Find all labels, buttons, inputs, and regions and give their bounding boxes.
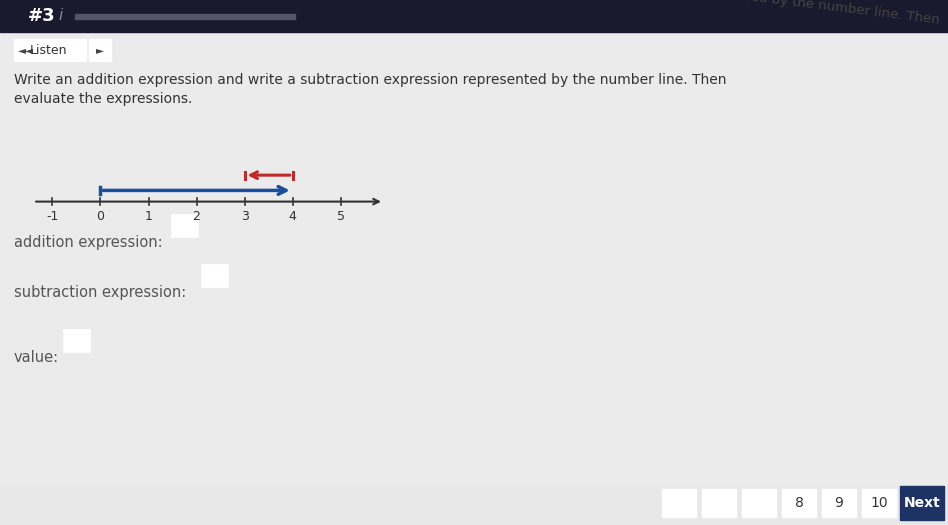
Bar <box>14 39 86 61</box>
Text: 10: 10 <box>870 496 888 510</box>
Bar <box>862 489 896 517</box>
Bar <box>822 489 856 517</box>
Text: Write an addition expression and write a subtraction expression represented by t: Write an addition expression and write a… <box>258 0 940 27</box>
Bar <box>782 489 816 517</box>
Text: -1: -1 <box>46 210 59 223</box>
Text: 3: 3 <box>241 210 248 223</box>
Bar <box>202 265 228 287</box>
Text: 4: 4 <box>289 210 297 223</box>
Text: evaluate the expressions.: evaluate the expressions. <box>14 92 192 106</box>
Text: ►: ► <box>96 45 104 55</box>
Bar <box>742 489 776 517</box>
Text: #3: #3 <box>28 7 56 25</box>
Text: Listen: Listen <box>30 44 67 57</box>
Text: Next: Next <box>903 496 940 510</box>
Bar <box>172 215 198 237</box>
Text: subtraction expression:: subtraction expression: <box>14 285 186 300</box>
Text: ◄◄: ◄◄ <box>18 45 34 55</box>
Text: value:: value: <box>14 350 59 365</box>
Bar <box>900 486 944 520</box>
Bar <box>662 489 696 517</box>
Text: 2: 2 <box>192 210 200 223</box>
Text: 5: 5 <box>337 210 345 223</box>
Bar <box>702 489 736 517</box>
Text: 0: 0 <box>97 210 104 223</box>
Bar <box>75 14 295 19</box>
Text: 9: 9 <box>834 496 844 510</box>
Bar <box>0 0 948 32</box>
Bar <box>64 330 90 352</box>
Text: i: i <box>58 8 63 24</box>
Text: Write an addition expression and write a subtraction expression represented by t: Write an addition expression and write a… <box>14 73 726 87</box>
Text: 8: 8 <box>794 496 804 510</box>
Text: addition expression:: addition expression: <box>14 235 163 250</box>
Bar <box>89 39 111 61</box>
Text: 1: 1 <box>145 210 153 223</box>
